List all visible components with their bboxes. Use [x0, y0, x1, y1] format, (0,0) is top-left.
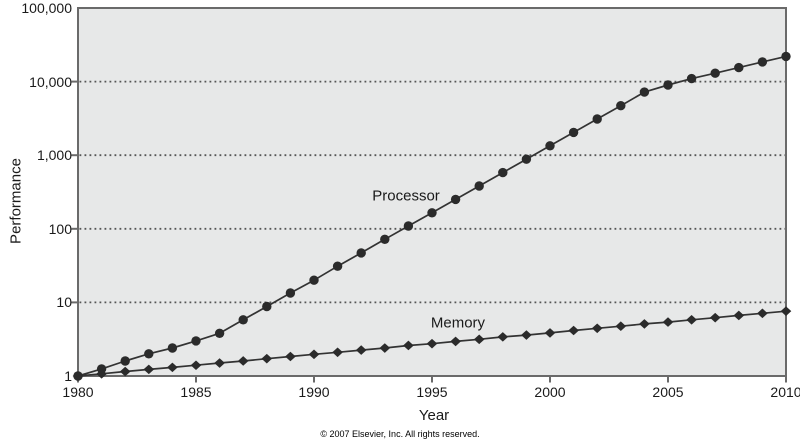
plot-background — [78, 8, 786, 376]
memory-point — [237, 356, 249, 366]
memory-point — [143, 364, 155, 375]
processor-point — [498, 167, 508, 178]
memory-point — [591, 323, 603, 334]
processor-point — [663, 80, 673, 90]
processor-point — [167, 343, 178, 353]
copyright-notice: © 2007 Elsevier, Inc. All rights reserve… — [320, 429, 480, 439]
memory-point — [426, 338, 438, 349]
memory-point — [355, 345, 367, 355]
processor-point — [120, 356, 130, 366]
memory-point — [308, 349, 320, 360]
x-axis-tick-label: 1990 — [298, 384, 330, 400]
memory-point — [214, 358, 225, 368]
processor-point — [191, 336, 201, 346]
memory-point — [450, 336, 461, 347]
memory-point — [615, 321, 627, 331]
memory-point — [521, 330, 532, 340]
memory-point — [686, 315, 697, 325]
processor-point — [309, 275, 319, 285]
memory-point — [119, 366, 131, 377]
x-axis-title: Year — [418, 407, 450, 424]
processor-point — [568, 127, 579, 138]
memory-point — [497, 332, 509, 342]
y-axis-tick-label: 10 — [56, 294, 72, 311]
processor-point — [380, 234, 390, 244]
processor-point — [639, 87, 650, 97]
processor-point — [285, 288, 296, 298]
x-axis-tick-label: 1995 — [416, 384, 448, 400]
memory-point — [780, 306, 792, 316]
processor-point — [710, 68, 720, 78]
processor-point — [592, 114, 602, 124]
processor-point — [616, 101, 626, 111]
memory-point — [568, 325, 579, 336]
x-axis-tick-label: 2010 — [770, 384, 800, 400]
memory-point — [639, 319, 650, 329]
memory-point — [190, 360, 202, 371]
processor-point — [356, 248, 366, 258]
x-axis-tick-label: 2005 — [652, 384, 684, 400]
plot-border — [77, 7, 787, 377]
memory-point — [403, 340, 414, 351]
memory-point — [662, 317, 674, 327]
y-axis-tick-label: 100,000 — [21, 0, 72, 16]
memory-point — [285, 351, 296, 362]
x-axis-tick-label: 2000 — [534, 384, 566, 400]
processor-point — [686, 73, 697, 84]
memory-point — [733, 310, 745, 321]
y-axis-tick-label: 1 — [64, 368, 72, 384]
processor-point — [521, 154, 532, 164]
memory-point — [332, 347, 343, 358]
memory-point — [72, 371, 84, 381]
y-axis-tick-label: 100 — [48, 220, 72, 237]
processor-point — [332, 261, 343, 271]
processor-point — [214, 328, 225, 338]
processor-point — [757, 57, 768, 67]
processor-point — [427, 208, 437, 218]
processor-point — [262, 301, 272, 312]
x-axis-tick-label: 1980 — [62, 384, 94, 400]
processor-point — [238, 315, 248, 325]
memory-series-label: Memory — [430, 314, 486, 332]
y-axis-tick-label: 10,000 — [29, 73, 72, 90]
processor-point — [450, 194, 461, 205]
memory-point — [379, 343, 391, 353]
memory-point — [544, 328, 556, 338]
processor-point — [403, 221, 414, 231]
y-axis-tick-label: 1,000 — [36, 147, 72, 164]
memory-point — [757, 308, 768, 319]
processor-point — [545, 141, 555, 151]
memory-point — [167, 362, 178, 373]
memory-point — [261, 353, 273, 364]
processor-series-label: Processor — [372, 187, 440, 205]
memory-point — [709, 312, 721, 323]
processor-point — [474, 181, 484, 191]
processor-point — [781, 51, 791, 62]
memory-point — [96, 369, 107, 379]
processor-point — [144, 349, 154, 359]
processor-point — [734, 62, 744, 73]
x-axis-tick-label: 1985 — [180, 384, 212, 400]
memory-point — [473, 334, 485, 345]
